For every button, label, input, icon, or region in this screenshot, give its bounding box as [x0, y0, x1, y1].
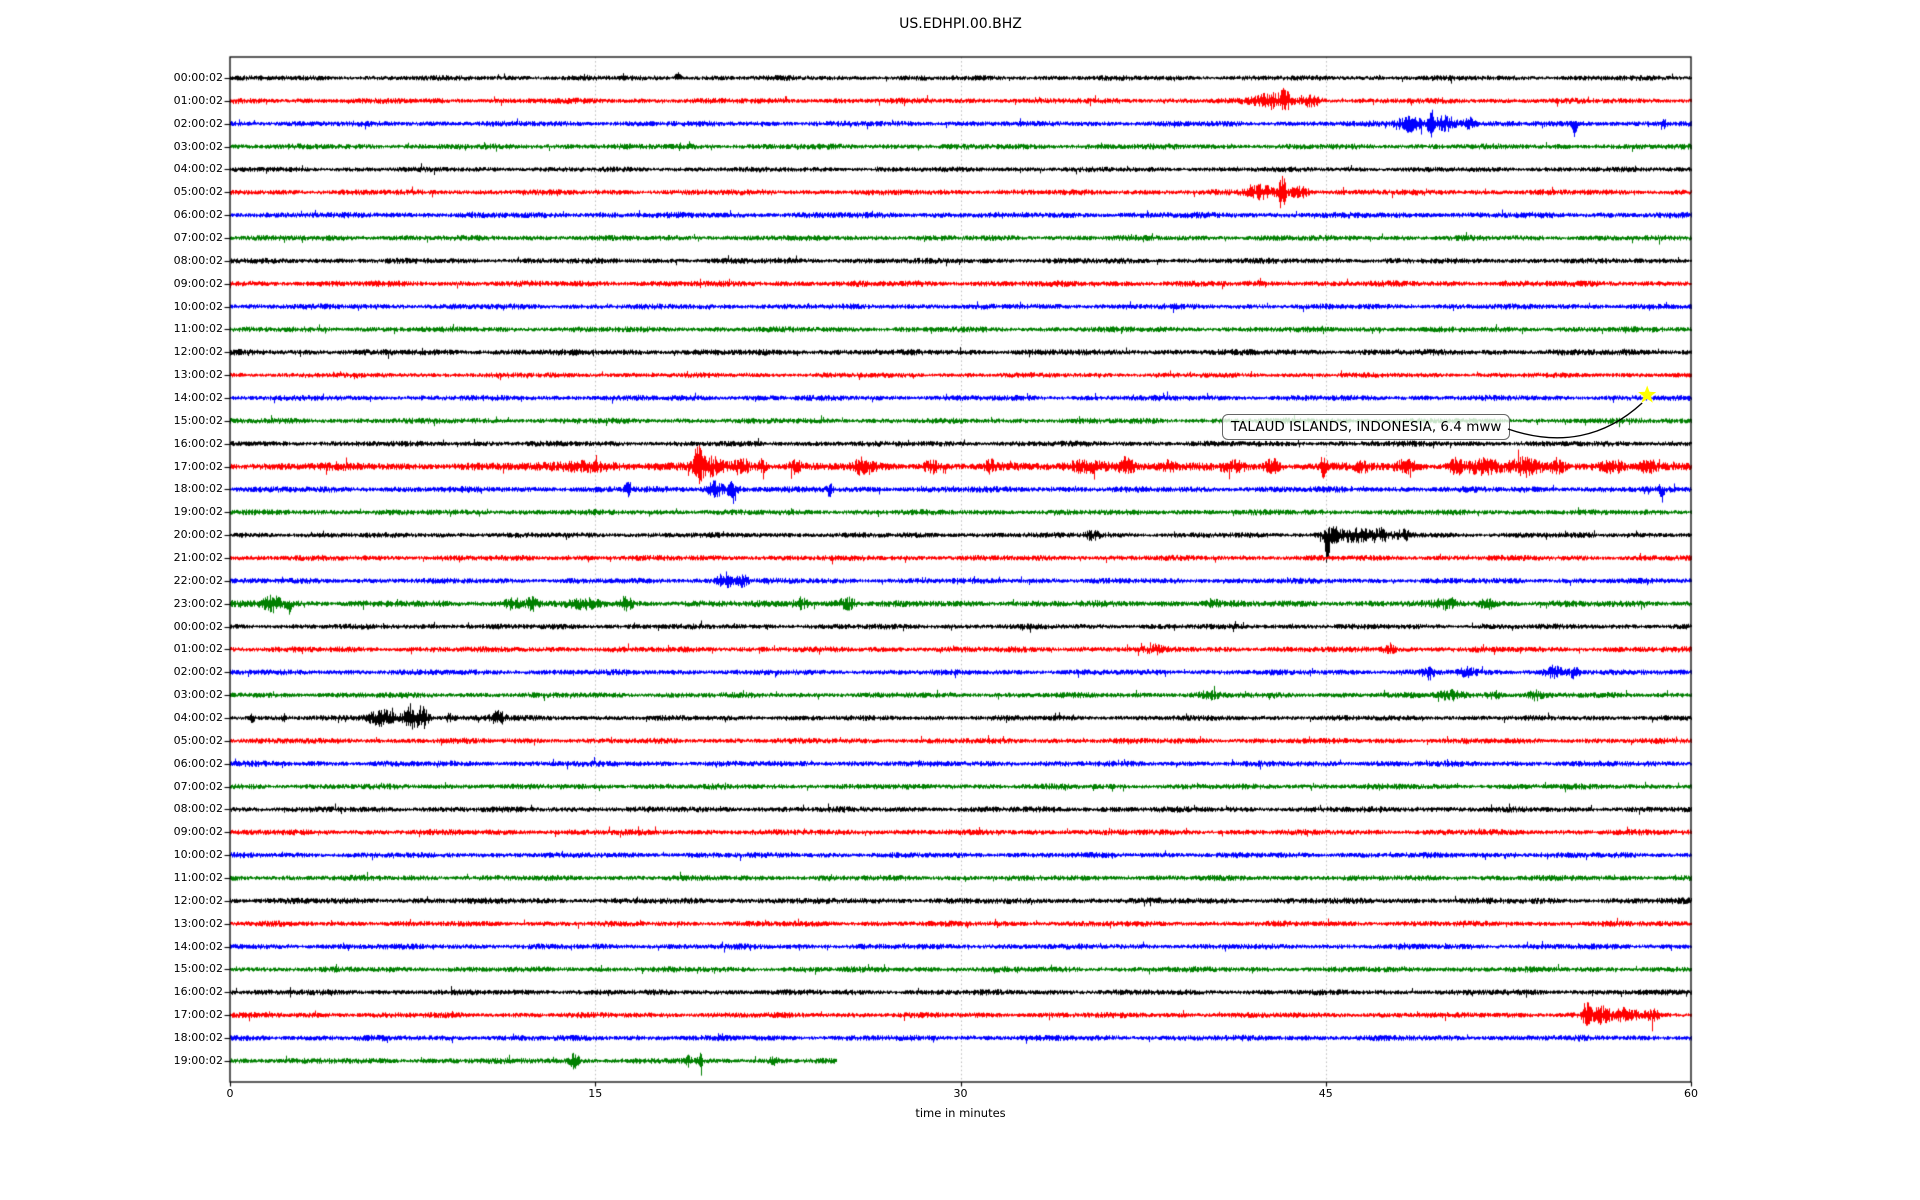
y-axis-label: 16:00:02 [173, 436, 223, 450]
y-axis-label: 13:00:02 [173, 368, 223, 382]
y-axis-label: 09:00:02 [173, 825, 223, 839]
y-axis-label: 14:00:02 [173, 939, 223, 953]
y-axis-label: 18:00:02 [173, 482, 223, 496]
y-axis-label: 22:00:02 [173, 573, 223, 587]
x-axis-tick-label: 15 [588, 1087, 603, 1100]
y-axis-label: 17:00:02 [173, 459, 223, 473]
y-axis-label: 17:00:02 [173, 1008, 223, 1022]
y-axis-label: 09:00:02 [173, 276, 223, 290]
y-axis-label: 02:00:02 [173, 665, 223, 679]
y-axis-label: 16:00:02 [173, 985, 223, 999]
y-axis-label: 07:00:02 [173, 230, 223, 244]
event-annotation-box: TALAUD ISLANDS, INDONESIA, 6.4 mww [1222, 414, 1511, 440]
y-axis-label: 15:00:02 [173, 413, 223, 427]
y-axis-label: 23:00:02 [173, 596, 223, 610]
y-axis-label: 05:00:02 [173, 185, 223, 199]
y-axis-label: 10:00:02 [173, 848, 223, 862]
x-axis-tick-label: 0 [226, 1087, 234, 1100]
y-axis-label: 12:00:02 [173, 893, 223, 907]
x-axis-tick-label: 45 [1318, 1087, 1333, 1100]
y-axis-label: 01:00:02 [173, 642, 223, 656]
y-axis-label: 02:00:02 [173, 116, 223, 130]
y-axis-label: 00:00:02 [173, 71, 223, 84]
y-axis-label: 04:00:02 [173, 710, 223, 724]
y-axis-label: 08:00:02 [173, 802, 223, 816]
y-axis-label: 08:00:02 [173, 253, 223, 267]
y-axis-label: 14:00:02 [173, 390, 223, 404]
x-axis-tick-label: 30 [953, 1087, 968, 1100]
y-axis-label: 21:00:02 [173, 550, 223, 564]
y-axis-label: 01:00:02 [173, 93, 223, 107]
y-axis-label: 19:00:02 [173, 1053, 223, 1067]
y-axis-label: 07:00:02 [173, 779, 223, 793]
y-axis-label: 13:00:02 [173, 916, 223, 930]
y-axis-label: 03:00:02 [173, 139, 223, 153]
y-axis-label: 04:00:02 [173, 162, 223, 176]
y-axis-label: 10:00:02 [173, 299, 223, 313]
y-axis-label: 06:00:02 [173, 208, 223, 222]
x-axis-tick-label: 60 [1684, 1087, 1698, 1100]
y-axis-label: 06:00:02 [173, 756, 223, 770]
x-axis-title: time in minutes [915, 1106, 1006, 1120]
y-axis-label: 05:00:02 [173, 733, 223, 747]
event-annotation-text: TALAUD ISLANDS, INDONESIA, 6.4 mww [1231, 419, 1502, 435]
y-axis-label: 20:00:02 [173, 528, 223, 542]
y-axis-label: 11:00:02 [173, 870, 223, 884]
y-axis-label: 19:00:02 [173, 505, 223, 519]
y-axis-label: 12:00:02 [173, 345, 223, 359]
y-axis-label: 11:00:02 [173, 322, 223, 336]
y-axis-label: 18:00:02 [173, 1030, 223, 1044]
y-axis-label: 03:00:02 [173, 688, 223, 702]
y-axis-label: 00:00:02 [173, 619, 223, 633]
y-axis-label: 15:00:02 [173, 962, 223, 976]
